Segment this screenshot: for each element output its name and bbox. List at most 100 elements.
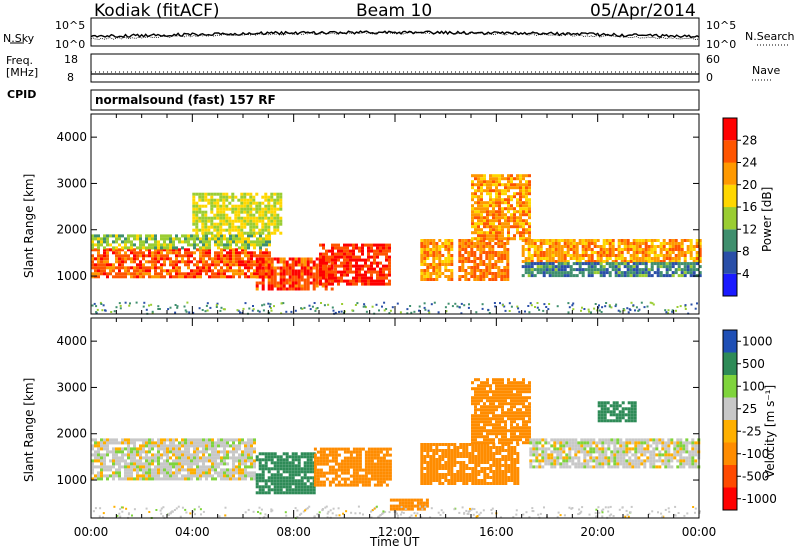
heatmap-cell bbox=[500, 257, 504, 260]
heatmap-cell bbox=[297, 473, 301, 477]
heatmap-cell bbox=[202, 234, 205, 238]
heatmap-cell bbox=[241, 260, 244, 264]
heatmap-cell bbox=[382, 453, 386, 457]
heatmap-cell bbox=[291, 491, 295, 495]
heatmap-cell bbox=[488, 251, 492, 254]
heatmap-cell bbox=[355, 258, 358, 262]
heatmap-cell bbox=[115, 240, 118, 244]
heatmap-cell bbox=[232, 240, 235, 244]
heatmap-cell bbox=[620, 262, 624, 266]
heatmap-cell bbox=[563, 245, 567, 248]
heatmap-cell bbox=[483, 476, 487, 479]
heatmap-cell bbox=[470, 242, 474, 245]
heatmap-cell bbox=[521, 265, 525, 269]
heatmap-cell bbox=[106, 468, 109, 472]
heatmap-cell bbox=[175, 266, 178, 270]
heatmap-cell bbox=[204, 213, 208, 217]
heatmap-cell bbox=[444, 266, 448, 269]
heatmap-cell bbox=[519, 234, 522, 238]
heatmap-cell bbox=[226, 438, 229, 442]
heatmap-cell bbox=[267, 491, 271, 495]
heatmap-cell bbox=[467, 245, 471, 248]
heatmap-cell bbox=[267, 198, 271, 202]
heatmap-cell bbox=[602, 254, 606, 257]
heatmap-cell bbox=[229, 243, 232, 247]
heatmap-cell bbox=[187, 248, 190, 252]
heatmap-cell bbox=[494, 272, 498, 275]
heatmap-cell bbox=[190, 438, 193, 442]
heatmap-cell bbox=[671, 310, 674, 313]
heatmap-cell bbox=[104, 309, 106, 312]
heatmap-cell bbox=[495, 420, 498, 424]
heatmap-cell bbox=[202, 438, 205, 442]
heatmap-cell bbox=[527, 242, 531, 245]
heatmap-cell bbox=[169, 243, 172, 247]
heatmap-cell bbox=[306, 272, 310, 276]
heatmap-cell bbox=[187, 243, 190, 247]
heatmap-cell bbox=[196, 266, 199, 270]
heatmap-cell bbox=[223, 468, 226, 472]
heatmap-cell bbox=[501, 455, 505, 458]
heatmap-cell bbox=[656, 239, 660, 242]
heatmap-cell bbox=[587, 254, 591, 257]
heatmap-cell bbox=[124, 301, 127, 304]
heatmap-cell bbox=[611, 239, 615, 242]
heatmap-cell bbox=[501, 174, 504, 178]
heatmap-cell bbox=[435, 242, 439, 245]
heatmap-cell bbox=[300, 479, 304, 483]
heatmap-cell bbox=[166, 243, 169, 247]
heatmap-cell bbox=[261, 491, 265, 495]
heatmap-cell bbox=[160, 246, 163, 250]
heatmap-cell bbox=[334, 267, 337, 271]
heatmap-cell bbox=[495, 219, 498, 223]
heatmap-cell bbox=[112, 266, 115, 270]
heatmap-cell bbox=[382, 459, 386, 463]
heatmap-cell bbox=[501, 449, 505, 452]
heatmap-cell bbox=[489, 228, 492, 232]
heatmap-cell bbox=[154, 243, 157, 247]
heatmap-cell bbox=[677, 254, 681, 257]
heatmap-cell bbox=[435, 464, 439, 467]
heatmap-cell bbox=[560, 265, 564, 269]
heatmap-cell bbox=[507, 186, 510, 190]
heatmap-cell bbox=[471, 387, 474, 391]
heatmap-cell bbox=[364, 258, 367, 262]
heatmap-cell bbox=[563, 262, 567, 266]
heatmap-cell bbox=[106, 275, 109, 279]
heatmap-cell bbox=[130, 248, 133, 252]
heatmap-cell bbox=[581, 245, 585, 248]
heatmap-cell bbox=[322, 246, 325, 250]
heatmap-cell bbox=[208, 441, 211, 445]
heatmap-cell bbox=[373, 483, 377, 487]
heatmap-cell bbox=[500, 260, 504, 263]
heatmap-cell bbox=[160, 266, 163, 270]
heatmap-cell bbox=[337, 462, 341, 466]
heatmap-cell bbox=[166, 444, 169, 448]
heatmap-cell bbox=[471, 420, 474, 424]
heatmap-cell bbox=[133, 237, 136, 241]
heatmap-cell bbox=[641, 242, 645, 245]
heatmap-cell bbox=[587, 265, 591, 269]
heatmap-cell bbox=[510, 384, 513, 388]
heatmap-cell bbox=[473, 266, 477, 269]
heatmap-cell bbox=[445, 310, 448, 313]
heatmap-cell bbox=[656, 245, 660, 248]
heatmap-cell bbox=[617, 262, 621, 266]
heatmap-cell bbox=[423, 482, 427, 485]
heatmap-cell bbox=[474, 174, 477, 178]
heatmap-cell bbox=[228, 216, 232, 220]
heatmap-cell bbox=[127, 474, 130, 478]
heatmap-cell bbox=[225, 198, 229, 202]
heatmap-cell bbox=[432, 443, 436, 446]
heatmap-cell bbox=[475, 311, 478, 314]
heatmap-cell bbox=[175, 459, 178, 463]
heatmap-cell bbox=[473, 260, 477, 263]
heatmap-cell bbox=[220, 438, 223, 442]
heatmap-cell bbox=[253, 462, 256, 466]
heatmap-cell bbox=[205, 240, 208, 244]
heatmap-cell bbox=[629, 242, 633, 245]
heatmap-cell bbox=[91, 234, 94, 238]
heatmap-cell bbox=[638, 251, 642, 254]
heatmap-cell bbox=[294, 485, 298, 489]
heatmap-cell bbox=[261, 210, 265, 214]
